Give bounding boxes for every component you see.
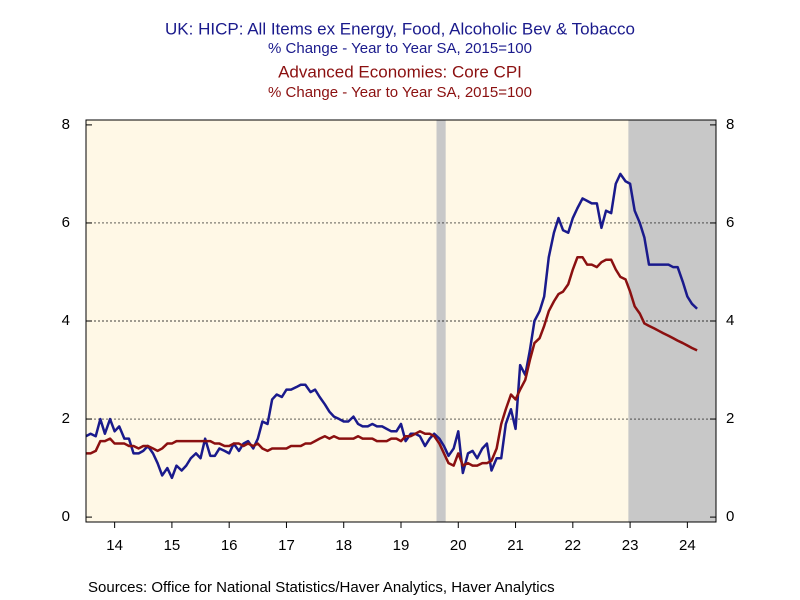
- y2-tick-label: 8: [726, 116, 734, 133]
- subtitle: % Change - Year to Year SA, 2015=100: [268, 40, 532, 57]
- x-tick-label: 17: [278, 537, 295, 554]
- y2-tick-label: 2: [726, 410, 734, 427]
- title: Advanced Economies: Core CPI: [278, 62, 522, 81]
- y2-tick-label: 4: [726, 312, 734, 329]
- x-tick-label: 15: [164, 537, 181, 554]
- plot-area: [86, 120, 716, 522]
- y2-tick-label: 0: [726, 508, 734, 525]
- source: Sources: Office for National Statistics/…: [88, 579, 555, 596]
- title: UK: HICP: All Items ex Energy, Food, Alc…: [165, 19, 635, 38]
- x-tick-label: 19: [393, 537, 410, 554]
- x-tick-label: 16: [221, 537, 238, 554]
- y-tick-label: 2: [62, 410, 70, 427]
- y-tick-label: 8: [62, 116, 70, 133]
- series-line: [85, 172, 698, 480]
- x-tick-label: 22: [564, 537, 581, 554]
- x-tick-label: 20: [450, 537, 467, 554]
- y2-tick-label: 6: [726, 214, 734, 231]
- shaded-range: [436, 120, 446, 522]
- x-tick-label: 18: [335, 537, 352, 554]
- x-tick-label: 21: [507, 537, 524, 554]
- y-tick-label: 6: [62, 214, 70, 231]
- plot-frame: [85, 119, 717, 523]
- subtitle: % Change - Year to Year SA, 2015=100: [268, 84, 532, 101]
- y-tick-label: 4: [62, 312, 70, 329]
- series-line: [86, 256, 698, 467]
- y-tick-label: 0: [62, 508, 70, 525]
- x-tick-label: 23: [622, 537, 639, 554]
- x-tick-label: 14: [106, 537, 123, 554]
- x-tick-label: 24: [679, 537, 696, 554]
